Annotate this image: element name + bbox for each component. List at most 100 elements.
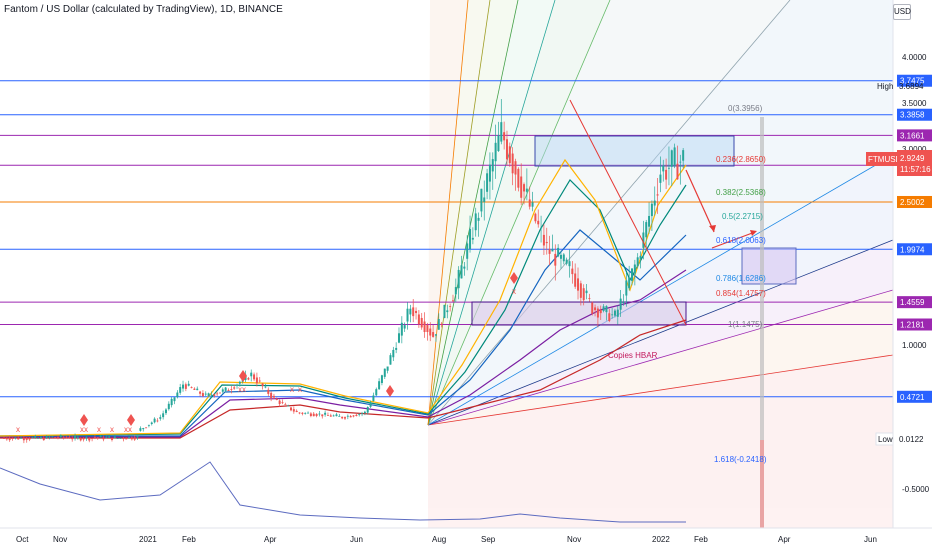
candle-body [653,200,656,206]
candle-body [633,264,636,274]
fib-level-label: 0.618(2.0063) [716,236,766,245]
candle-body [45,436,48,439]
symbol-ticker: FTMUSD [868,155,902,164]
candle-body [625,280,628,296]
candle-body [397,333,400,343]
candle-body [341,416,344,419]
candle-body [42,438,45,441]
candle-body [253,374,256,380]
candle-body [201,393,204,397]
currency-button[interactable]: USD [893,4,911,20]
last-price-box[interactable] [897,150,932,176]
target-box[interactable] [741,247,797,285]
candle-body [656,194,659,196]
candle-body [363,411,366,414]
candle-body [108,436,111,438]
high-label: High [877,82,893,91]
time-tick-label: Aug [432,535,446,544]
fib-level-label: 0.854(1.4757) [716,289,766,298]
candle-body [392,349,395,358]
candle-body [520,176,523,198]
candle-body [258,380,261,382]
candle-body [548,249,551,254]
candle-body [375,389,378,396]
candle-body [153,418,156,423]
upper-range-box[interactable] [534,135,735,167]
candle-body [309,413,312,416]
candle-body [315,413,318,417]
arrow-line-down[interactable] [685,169,715,233]
candle-body [48,436,51,438]
candle-body [59,435,62,438]
candle-body [383,368,386,377]
candle-body [434,334,437,336]
candle-body [298,412,301,414]
candle-body [292,409,295,412]
level-tag [897,74,932,87]
candle-body [312,413,315,417]
fib-level-label: 0.236(2.8650) [716,155,766,164]
candle-body [554,253,557,266]
candle-body [562,254,565,262]
candle-body [173,397,176,402]
time-tick-label: Jun [864,535,877,544]
candle-body [96,437,99,439]
candle-body [460,265,463,279]
arrow-line-up[interactable] [711,231,756,249]
candle-body [270,392,273,399]
candle-body [338,415,341,417]
svg-text:xx: xx [238,385,246,394]
candle-body [230,389,233,390]
level-tag-label: 3.7475 [900,77,925,86]
candle-body [54,437,57,439]
candle-body [14,437,17,439]
candle-body [491,159,494,172]
candle-body [20,437,23,439]
price-tick-label: 1.0000 [902,341,927,350]
candle-body [150,422,153,424]
candle-body [500,122,503,142]
price-tick-label: -0.5000 [902,485,930,494]
candle-body [420,317,423,328]
candle-body [551,249,554,252]
fib-level-label: 0.5(2.2715) [722,212,763,221]
candle-body [628,277,631,289]
time-axis[interactable] [0,528,932,550]
candle-body [238,381,241,384]
candle-body [352,415,355,417]
candle-body [406,308,409,322]
trend-line-red[interactable] [569,99,687,326]
candle-body [326,415,329,416]
candle-body [511,153,514,174]
candle-body [463,266,466,269]
candle-body [110,437,113,440]
candle-body [51,436,54,438]
candle-body [272,395,275,398]
lower-range-box[interactable] [471,301,687,326]
fib-level-label: 1.618(-0.2418) [714,455,767,464]
candle-body [159,417,162,419]
candle-body [133,437,136,440]
time-tick-label: 2022 [652,535,670,544]
candle-body [116,438,119,439]
time-tick-label: Jun [350,535,363,544]
candle-body [196,388,199,391]
candle-body [218,392,221,394]
fib-range-bar [760,117,764,527]
candle-body [494,142,497,162]
candle-body [437,319,440,330]
symbol-tag-box[interactable] [866,152,897,166]
candle-body [648,215,651,227]
candle-body [199,391,202,394]
candle-body [596,308,599,318]
candle-body [324,412,327,415]
candle-body [176,392,179,398]
candle-body [91,438,94,439]
candle-body [670,150,673,167]
price-axis[interactable] [893,0,932,528]
candle-body [304,412,307,414]
time-tick-label: Oct [16,535,29,544]
candle-body [605,306,608,313]
candle-body [474,213,477,231]
